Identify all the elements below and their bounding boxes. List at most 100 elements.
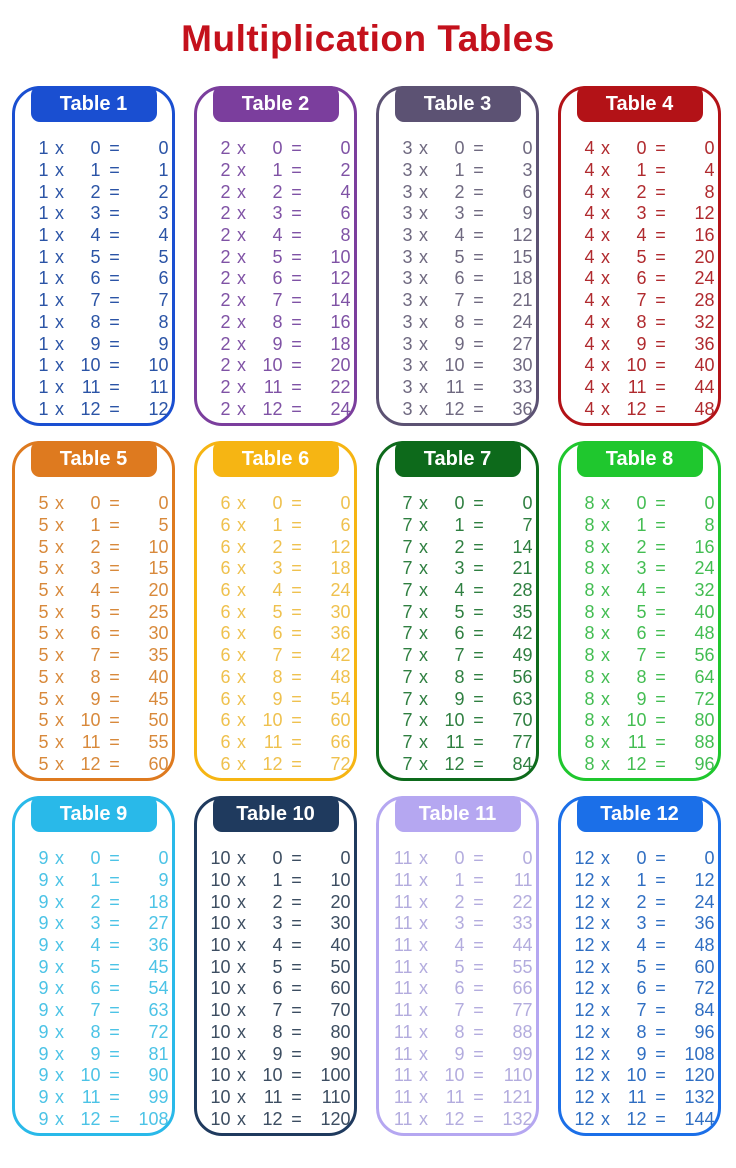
product: 24 [694,558,715,579]
fact-row: 9 x 8 = 72 [19,1021,168,1044]
fact-row: 5 x 9 = 45 [19,688,168,710]
factor: 11 [393,891,413,912]
equals-sign: = [109,710,120,731]
fact-row: 5 x 1 = 5 [19,515,168,537]
multiplier: 3 [90,558,101,579]
multiplier: 12 [262,398,283,419]
multiplier: 11 [627,1086,647,1107]
product: 6 [340,515,351,536]
factor: 4 [584,138,595,159]
table-card: Table 10 10 x 0 = 0 10 x 1 = 10 10 x 2 = 20 10 x 3 = 30 10 x 4… [194,796,357,1136]
equals-sign: = [473,978,484,999]
multiplier: 10 [444,1065,465,1086]
factor: 7 [402,515,413,536]
factor: 1 [38,160,49,181]
product: 16 [694,536,715,557]
multiplier: 5 [90,956,101,977]
multiplier: 7 [454,645,465,666]
fact-row: 10 x 10 = 100 [201,1065,350,1087]
product: 72 [694,978,715,999]
times-sign: x [237,956,246,977]
product: 120 [684,1065,715,1086]
multiplier: 7 [272,645,283,666]
fact-row: 2 x 7 = 14 [201,290,350,312]
table-card: Table 4 4 x 0 = 0 4 x 1 = 4 4 x 2 = 8 4 x 3 = 12 4 x 4 = 16 4 x 5 = 2… [558,86,721,426]
times-sign: x [237,398,246,419]
product: 45 [148,956,169,977]
product: 84 [512,753,533,774]
product: 18 [330,558,351,579]
multiplier: 4 [454,580,465,601]
times-sign: x [55,290,64,311]
factor: 9 [38,956,49,977]
product: 66 [512,978,533,999]
multiplier: 6 [90,268,101,289]
factor: 4 [584,203,595,224]
fact-row: 7 x 4 = 28 [383,580,532,602]
factor: 4 [584,246,595,267]
times-sign: x [601,160,610,181]
factor: 10 [210,1086,231,1107]
multiplier: 12 [80,753,101,774]
product: 4 [704,160,715,181]
product: 90 [148,1065,169,1086]
product: 0 [704,138,715,159]
table-card-header: Table 11 [394,796,521,832]
fact-row: 3 x 9 = 27 [383,333,532,355]
equals-sign: = [291,913,302,934]
product: 8 [340,225,351,246]
equals-sign: = [291,978,302,999]
factor: 7 [402,645,413,666]
product: 132 [502,1108,533,1129]
fact-row: 4 x 6 = 24 [565,268,715,290]
factor: 8 [584,688,595,709]
product: 60 [330,710,351,731]
factor: 5 [38,753,49,774]
fact-row: 4 x 0 = 0 [565,138,715,160]
fact-row: 1 x 5 = 5 [19,246,168,268]
fact-row: 5 x 12 = 60 [19,753,168,775]
product: 18 [330,333,351,354]
equals-sign: = [109,1021,120,1042]
multiplier: 5 [454,956,465,977]
multiplier: 3 [454,203,465,224]
multiplier: 7 [636,645,647,666]
equals-sign: = [655,246,666,267]
multiplier: 0 [454,848,465,869]
factor: 7 [402,493,413,514]
times-sign: x [419,913,428,934]
multiplier: 8 [90,1021,101,1042]
table-card: Table 3 3 x 0 = 0 3 x 1 = 3 3 x 2 = 6 3 x 3 = 9 3 x 4 = 12 3 x 5 = 15… [376,86,539,426]
factor: 12 [574,956,595,977]
factor: 6 [220,666,231,687]
equals-sign: = [109,398,120,419]
times-sign: x [237,493,246,514]
times-sign: x [601,398,610,419]
equals-sign: = [291,601,302,622]
times-sign: x [601,848,610,869]
fact-row: 4 x 1 = 4 [565,160,715,182]
fact-row: 10 x 3 = 30 [201,913,350,935]
fact-row: 12 x 1 = 12 [565,870,714,892]
fact-row: 10 x 11 = 110 [201,1086,350,1109]
product: 90 [330,1043,351,1064]
product: 8 [158,311,169,332]
equals-sign: = [655,138,666,159]
product: 60 [330,978,351,999]
equals-sign: = [473,1000,484,1021]
fact-row: 6 x 3 = 18 [201,558,351,580]
times-sign: x [601,246,610,267]
times-sign: x [55,181,64,202]
multiplier: 10 [80,710,101,731]
product: 44 [512,935,533,956]
product: 24 [694,268,715,289]
fact-row: 6 x 1 = 6 [201,515,351,537]
fact-row: 10 x 6 = 60 [201,978,351,1000]
multiplier: 9 [90,688,101,709]
times-sign: x [419,753,428,774]
tables-grid: Table 1 1 x 0 = 0 1 x 1 = 1 1 x 2 = 2 1 x 3 = 3 1 x 4 = 4 1 x 5 = 5 1 x… [0,86,736,1136]
multiplier: 8 [454,311,465,332]
fact-row: 12 x 10 = 120 [565,1065,715,1087]
product: 14 [512,536,533,557]
